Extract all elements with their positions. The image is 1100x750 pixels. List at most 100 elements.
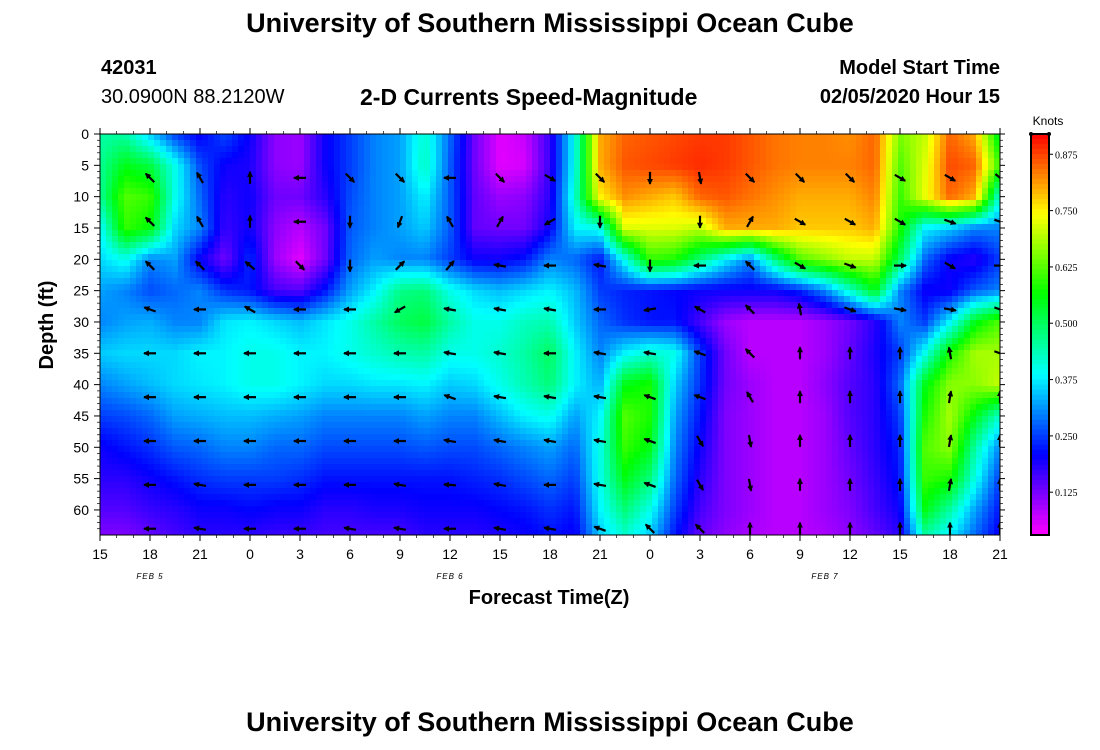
heatmap-cell [184, 200, 191, 207]
heatmap-cell [298, 500, 305, 507]
heatmap-cell [274, 320, 281, 327]
heatmap-cell [460, 248, 467, 255]
heatmap-cell [310, 278, 317, 285]
heatmap-cell [496, 512, 503, 519]
heatmap-cell [340, 422, 347, 429]
heatmap-cell [202, 140, 209, 147]
heatmap-cell [286, 308, 293, 315]
heatmap-cell [418, 530, 425, 535]
heatmap-cell [508, 326, 515, 333]
heatmap-cell [394, 260, 401, 267]
heatmap-cell [214, 326, 221, 333]
heatmap-cell [340, 416, 347, 423]
heatmap-cell [388, 272, 395, 279]
heatmap-cell [202, 404, 209, 411]
heatmap-cell [520, 476, 527, 483]
heatmap-cell [346, 494, 353, 501]
heatmap-cell [478, 512, 485, 519]
heatmap-cell [220, 236, 227, 243]
heatmap-cell [412, 290, 419, 297]
heatmap-cell [406, 302, 413, 309]
heatmap-cell [202, 170, 209, 177]
heatmap-cell [298, 272, 305, 279]
heatmap-cell [472, 368, 479, 375]
heatmap-cell [394, 206, 401, 213]
heatmap-cell [514, 290, 521, 297]
heatmap-cell [196, 380, 203, 387]
heatmap-cell [370, 146, 377, 153]
heatmap-cell [256, 242, 263, 249]
heatmap-cell [436, 446, 443, 453]
heatmap-cell [472, 440, 479, 447]
heatmap-cell [532, 218, 539, 225]
heatmap-cell [394, 140, 401, 147]
heatmap-cell [472, 200, 479, 207]
heatmap-cell [310, 200, 317, 207]
heatmap-cell [238, 176, 245, 183]
heatmap-cell [220, 440, 227, 447]
heatmap-cell [310, 242, 317, 249]
heatmap-cell [400, 146, 407, 153]
heatmap-cell [466, 296, 473, 303]
heatmap-cell [340, 218, 347, 225]
heatmap-cell [136, 260, 143, 267]
heatmap-cell [478, 140, 485, 147]
heatmap-cell [412, 344, 419, 351]
heatmap-cell [268, 458, 275, 465]
heatmap-cell [514, 308, 521, 315]
heatmap-cell [286, 146, 293, 153]
heatmap-cell [262, 224, 269, 231]
heatmap-cell [106, 158, 113, 165]
heatmap-cell [268, 236, 275, 243]
heatmap-cell [196, 308, 203, 315]
heatmap-cell [538, 392, 545, 399]
heatmap-cell [226, 380, 233, 387]
heatmap-cell [316, 458, 323, 465]
heatmap-cell [136, 140, 143, 147]
heatmap-cell [388, 452, 395, 459]
heatmap-cell [502, 170, 509, 177]
heatmap-cell [256, 158, 263, 165]
heatmap-cell [124, 338, 131, 345]
heatmap-cell [298, 524, 305, 531]
heatmap-cell [442, 386, 449, 393]
heatmap-cell [106, 206, 113, 213]
heatmap-cell [496, 488, 503, 495]
heatmap-cell [346, 446, 353, 453]
heatmap-cell [340, 530, 347, 535]
heatmap-cell [352, 440, 359, 447]
heatmap-cell [124, 500, 131, 507]
heatmap-cell [160, 134, 167, 141]
heatmap-cell [454, 404, 461, 411]
heatmap-cell [508, 446, 515, 453]
heatmap-cell [538, 356, 545, 363]
heatmap-cell [208, 272, 215, 279]
heatmap-cell [508, 212, 515, 219]
heatmap-cell [100, 140, 107, 147]
heatmap-cell [130, 434, 137, 441]
heatmap-cell [466, 392, 473, 399]
heatmap-cell [424, 188, 431, 195]
heatmap-cell [226, 206, 233, 213]
heatmap-cell [316, 518, 323, 525]
heatmap-cell [232, 272, 239, 279]
heatmap-cell [124, 176, 131, 183]
heatmap-cell [442, 182, 449, 189]
heatmap-cell [520, 134, 527, 141]
heatmap-cell [136, 266, 143, 273]
heatmap-cell [280, 188, 287, 195]
heatmap-cell [244, 272, 251, 279]
heatmap-cell [358, 374, 365, 381]
heatmap-cell [532, 452, 539, 459]
heatmap-cell [334, 182, 341, 189]
heatmap-cell [112, 476, 119, 483]
heatmap-cell [484, 380, 491, 387]
heatmap-cell [226, 290, 233, 297]
heatmap-cell [544, 266, 551, 273]
heatmap-cell [244, 500, 251, 507]
heatmap-cell [232, 290, 239, 297]
heatmap-cell [226, 446, 233, 453]
heatmap-cell [418, 320, 425, 327]
heatmap-cell [316, 236, 323, 243]
heatmap-cell [424, 512, 431, 519]
